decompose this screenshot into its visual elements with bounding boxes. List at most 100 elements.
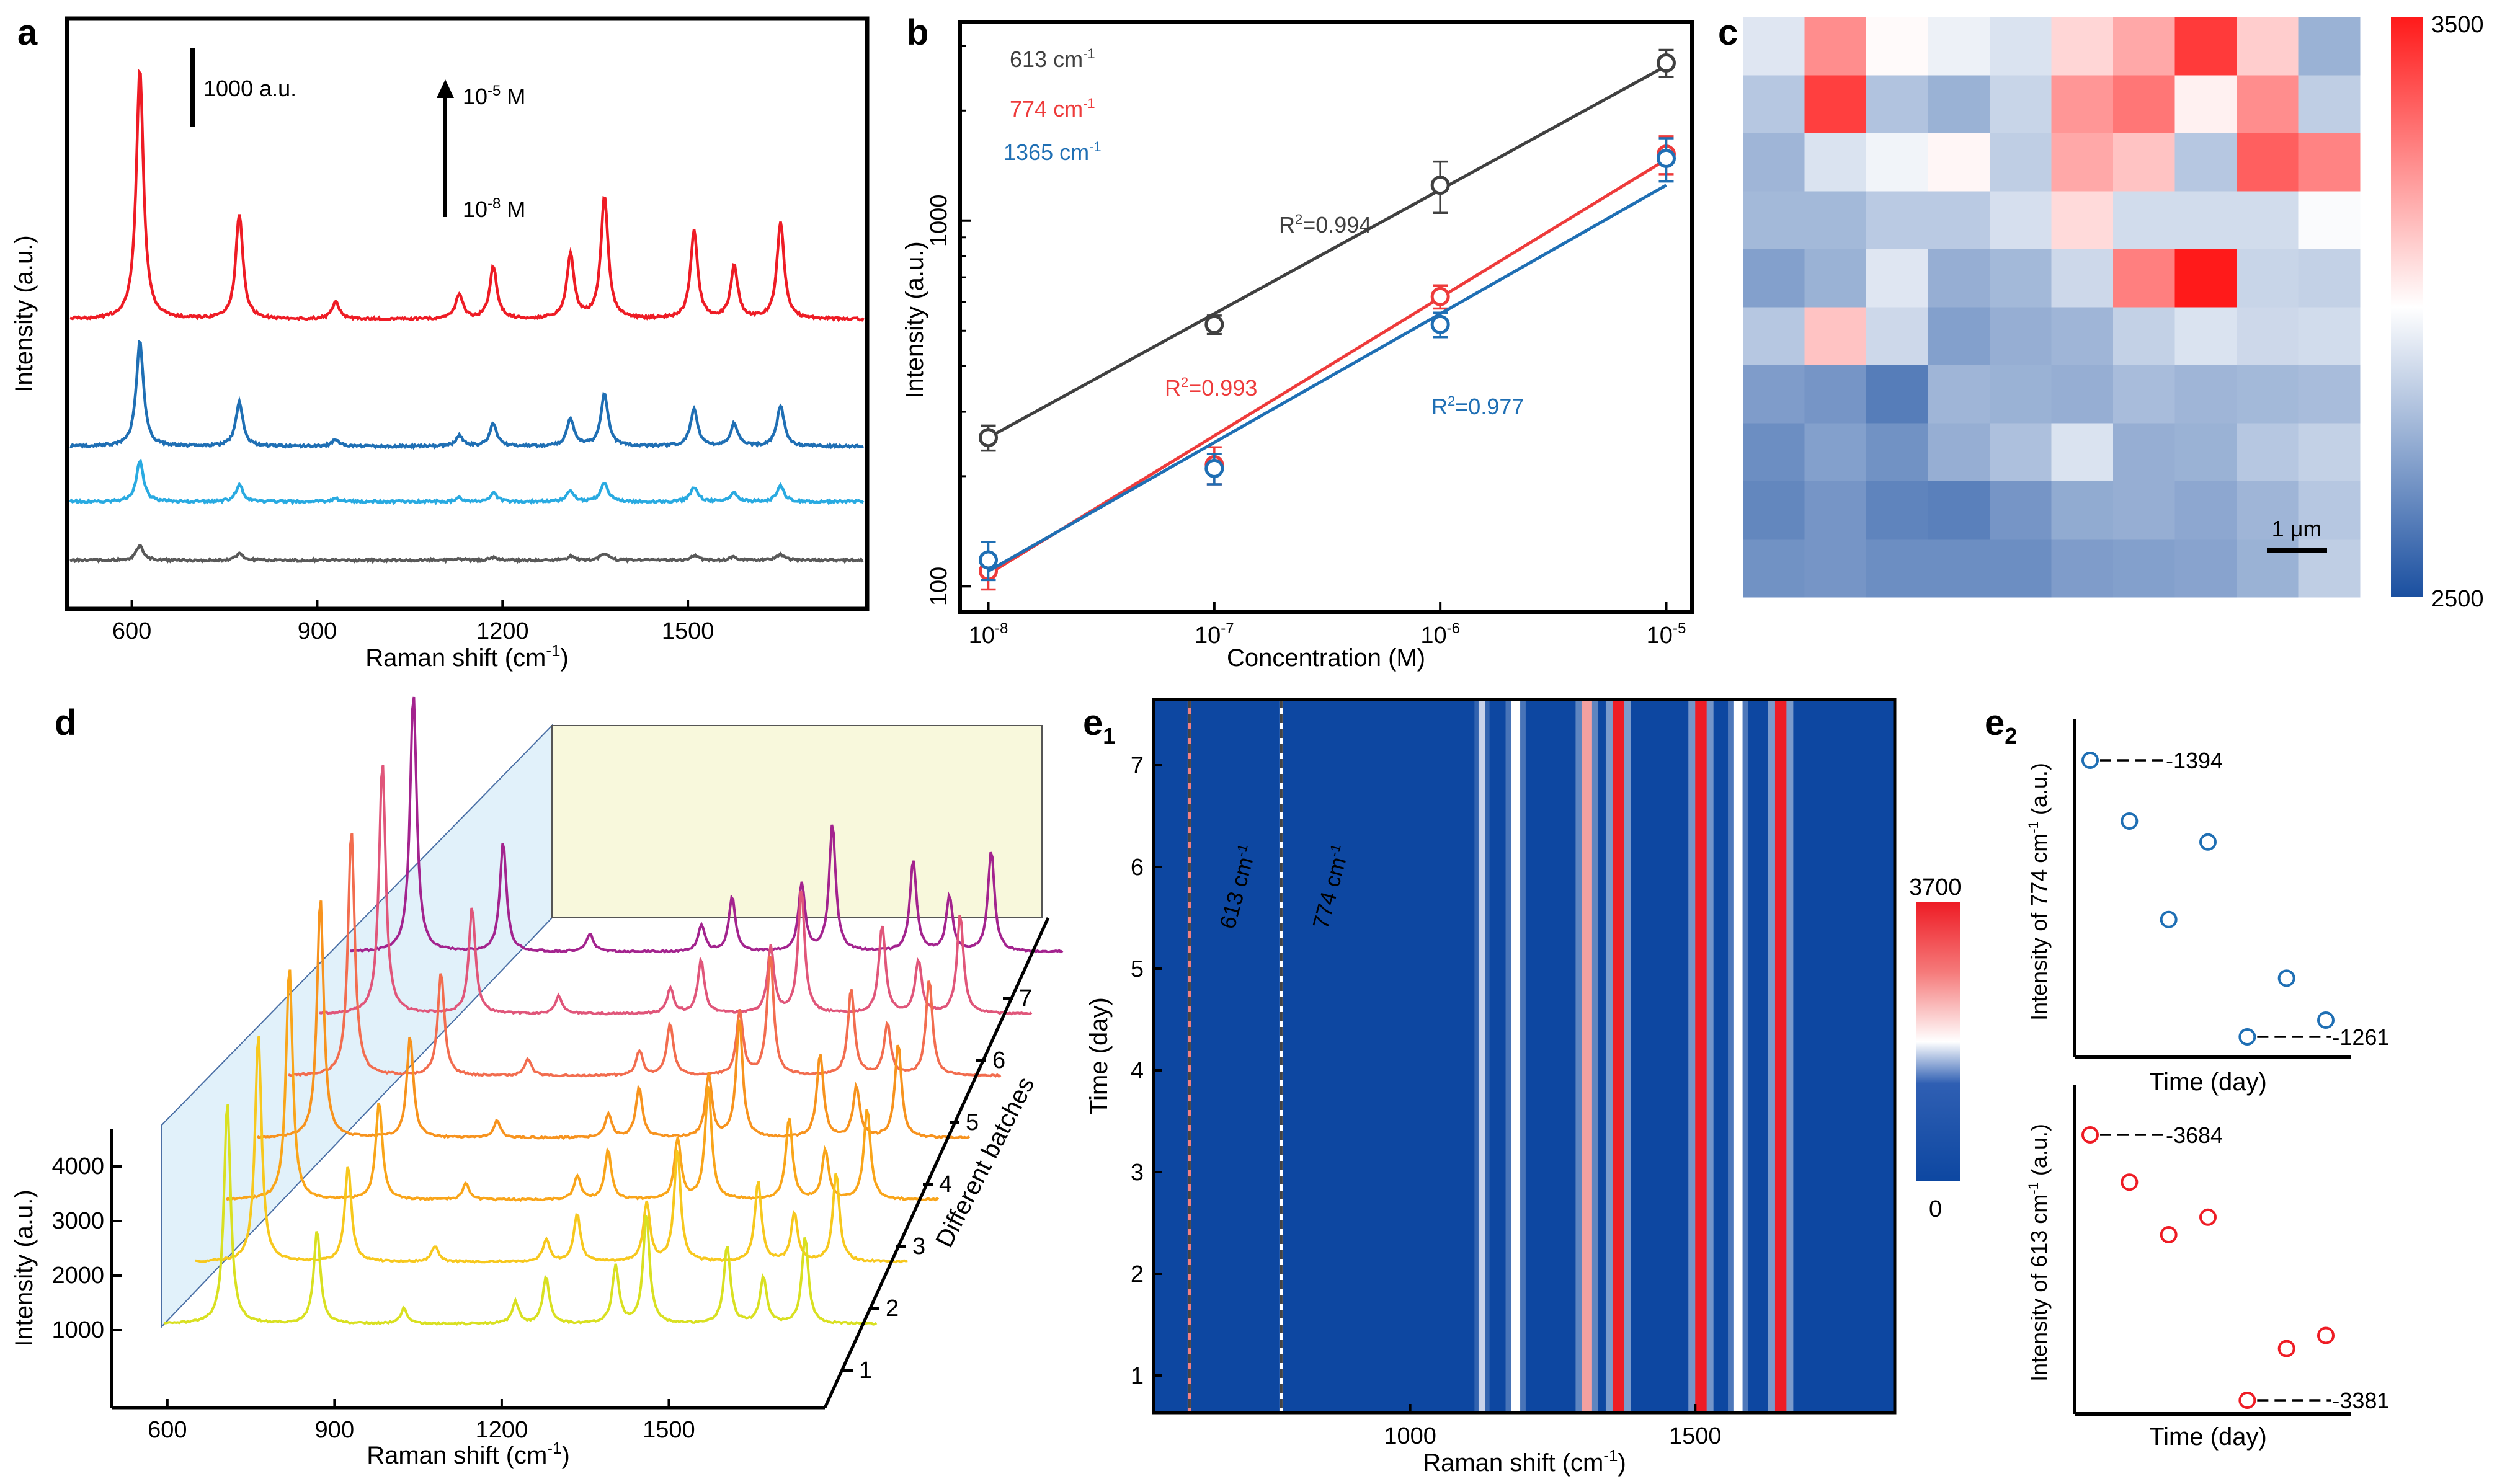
x-tick-label: 900 bbox=[298, 618, 337, 644]
raman-band bbox=[1612, 700, 1624, 1413]
data-point bbox=[2317, 1326, 2335, 1344]
panel-b-xlabel: Concentration (M) bbox=[1227, 644, 1425, 672]
heatmap-cell bbox=[2051, 365, 2114, 424]
panel-d-xlabel: Raman shift (cm-1) bbox=[367, 1439, 570, 1469]
data-point bbox=[2081, 1126, 2099, 1144]
heatmap-cell bbox=[1866, 249, 1928, 308]
data-point bbox=[979, 550, 999, 570]
r2-774: R2=0.993 bbox=[1165, 375, 1257, 401]
panel-label-b: b bbox=[907, 12, 928, 53]
heatmap-cell bbox=[2174, 481, 2237, 540]
heatmap-cell bbox=[2051, 75, 2114, 134]
panel-label-e1: e1 bbox=[1083, 703, 1115, 749]
panel-e1-background bbox=[1154, 700, 1895, 1413]
heatmap-cell bbox=[2174, 75, 2237, 134]
raman-band bbox=[1774, 700, 1787, 1413]
heatmap-cell bbox=[2051, 17, 2114, 76]
panel-a-xlabel: Raman shift (cm-1) bbox=[365, 641, 569, 672]
panel-c-colorbar-min: 2500 bbox=[2431, 586, 2484, 612]
data-point bbox=[1430, 314, 1450, 334]
heatmap-cell bbox=[1743, 539, 1805, 598]
batch-spectrum bbox=[164, 1104, 878, 1326]
heatmap-cell bbox=[2237, 307, 2299, 366]
heatmap-cell bbox=[1866, 481, 1928, 540]
data-point bbox=[2160, 1226, 2178, 1244]
raman-band bbox=[1478, 700, 1485, 1413]
spectrum-line bbox=[69, 543, 864, 564]
heatmap-cell bbox=[2113, 423, 2175, 482]
heatmap-cell bbox=[2298, 365, 2361, 424]
heatmap-cell bbox=[1804, 423, 1867, 482]
data-point bbox=[2121, 1173, 2139, 1191]
data-point bbox=[2238, 1392, 2256, 1409]
heatmap-cell bbox=[2051, 133, 2114, 192]
heatmap-cell bbox=[1804, 307, 1867, 366]
heatmap-cell bbox=[1990, 75, 2052, 134]
e2-top-ylabel: Intensity of 774 cm-1 (a.u.) bbox=[2026, 763, 2052, 1021]
heatmap-cell bbox=[2174, 365, 2237, 424]
z-tick-label: 2 bbox=[886, 1295, 899, 1322]
panel-d-back-wall bbox=[551, 725, 1043, 918]
heatmap-cell bbox=[2113, 307, 2175, 366]
heatmap-cell bbox=[2298, 423, 2361, 482]
heatmap-cell bbox=[1928, 133, 1990, 192]
data-point bbox=[2277, 1340, 2295, 1357]
x-tick-label: 10-5 bbox=[1647, 620, 1686, 649]
panel-b-frame bbox=[958, 20, 1694, 614]
heatmap-cell bbox=[1804, 191, 1867, 250]
heatmap-cell bbox=[1743, 249, 1805, 308]
heatmap-cell bbox=[2051, 423, 2114, 482]
heatmap-cell bbox=[2237, 539, 2299, 598]
panel-c-scale-bar-label: 1 μm bbox=[2272, 516, 2322, 541]
panel-a-arrow-top-label: 10-5 M bbox=[463, 82, 525, 109]
heatmap-cell bbox=[2113, 249, 2175, 308]
panel-e1-xlabel: Raman shift (cm-1) bbox=[1423, 1446, 1626, 1477]
max-value-label: -1394 bbox=[2166, 748, 2223, 773]
y-tick-label: 2000 bbox=[51, 1263, 104, 1289]
heatmap-cell bbox=[1743, 365, 1805, 424]
heatmap-cell bbox=[2174, 191, 2237, 250]
y-tick-label: 1000 bbox=[51, 1317, 104, 1343]
panel-a-arrow-bottom-label: 10-8 M bbox=[463, 195, 525, 222]
heatmap-cell bbox=[2051, 481, 2114, 540]
raman-band bbox=[1511, 700, 1521, 1413]
x-tick-label: 10-6 bbox=[1420, 620, 1460, 649]
heatmap-cell bbox=[1928, 307, 1990, 366]
x-tick-label: 1200 bbox=[476, 1417, 528, 1443]
y-tick-label: 3000 bbox=[51, 1208, 104, 1234]
data-point bbox=[979, 428, 999, 448]
heatmap-cell bbox=[1743, 191, 1805, 250]
heatmap-cell bbox=[1743, 133, 1805, 192]
heatmap-cell bbox=[2113, 365, 2175, 424]
heatmap-cell bbox=[2174, 249, 2237, 308]
x-tick-label: 1500 bbox=[643, 1417, 695, 1443]
heatmap-cell bbox=[2237, 481, 2299, 540]
heatmap-cell bbox=[2237, 423, 2299, 482]
panel-d-3d-waterfall-chart: 600 900 1200 1500 1000 2000 3000 4000 1 2 3 4 5 6 7 Ra… bbox=[11, 696, 1064, 1469]
x-tick-label: 600 bbox=[148, 1417, 187, 1443]
heatmap-cell bbox=[1928, 191, 1990, 250]
heatmap-cell bbox=[2113, 133, 2175, 192]
data-point bbox=[1656, 148, 1676, 168]
data-point bbox=[2160, 910, 2178, 928]
heatmap-cell bbox=[1990, 481, 2052, 540]
reference-band bbox=[1187, 700, 1191, 1413]
panel-d-ylabel: Intensity (a.u.) bbox=[11, 1189, 38, 1346]
heatmap-cell bbox=[1990, 249, 2052, 308]
heatmap-cell bbox=[1866, 17, 1928, 76]
panel-a-arrow-head bbox=[437, 79, 454, 98]
panel-e2-scatter-charts: -1394 -1261 Time (day) Intensity of 774 c… bbox=[2026, 719, 2389, 1451]
heatmap-cell bbox=[2237, 75, 2299, 134]
heatmap-cell bbox=[1804, 249, 1867, 308]
panel-a-frame bbox=[65, 16, 870, 611]
y-tick-label: 100 bbox=[926, 567, 952, 606]
data-point bbox=[2121, 812, 2139, 830]
y-tick-label: 6 bbox=[1131, 855, 1144, 881]
heatmap-cell bbox=[1990, 423, 2052, 482]
z-tick-label: 1 bbox=[859, 1357, 872, 1384]
panel-label-c: c bbox=[1718, 12, 1738, 53]
panel-b-calibration-chart: 10-8 10-7 10-6 10-5 100 1000 Concentration (M… bbox=[901, 20, 1694, 672]
heatmap-cell bbox=[2051, 539, 2114, 598]
